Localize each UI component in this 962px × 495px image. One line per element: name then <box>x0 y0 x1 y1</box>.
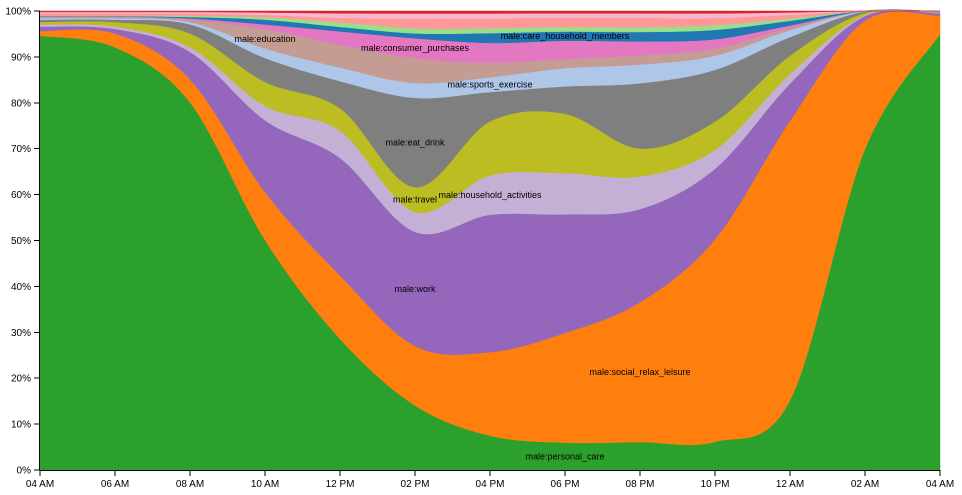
y-tick-label: 30% <box>11 328 31 339</box>
x-tick-label: 04 AM <box>926 479 954 490</box>
x-tick-label: 10 PM <box>701 479 730 490</box>
x-tick: 10 AM <box>251 470 279 490</box>
x-tick-label: 02 PM <box>401 479 430 490</box>
x-tick-label: 04 AM <box>26 479 54 490</box>
y-tick-label: 50% <box>11 236 31 247</box>
x-tick: 04 PM <box>476 470 505 490</box>
x-tick: 08 AM <box>176 470 204 490</box>
y-tick-label: 0% <box>17 466 32 477</box>
x-tick-label: 08 AM <box>176 479 204 490</box>
series-label: male:education <box>234 34 295 44</box>
y-tick: 30% <box>11 328 40 339</box>
y-tick-label: 60% <box>11 190 31 201</box>
y-tick: 40% <box>11 282 40 293</box>
y-tick-label: 10% <box>11 420 31 431</box>
x-tick-label: 10 AM <box>251 479 279 490</box>
series-area-13 <box>39 10 941 14</box>
y-axis: 0% 10% 20% 30% 40% 50% 60% 70% 80% 90% 100% <box>5 7 40 477</box>
y-tick-label: 100% <box>5 7 31 18</box>
x-tick-label: 12 AM <box>776 479 804 490</box>
y-tick-label: 20% <box>11 374 31 385</box>
y-tick: 80% <box>11 98 40 109</box>
x-tick: 06 PM <box>551 470 580 490</box>
x-tick-label: 02 AM <box>851 479 879 490</box>
series-label: male:travel <box>393 195 437 205</box>
x-tick: 12 PM <box>326 470 355 490</box>
y-tick: 90% <box>11 52 40 63</box>
x-tick-label: 08 PM <box>626 479 655 490</box>
series-label: male:household_activities <box>438 190 542 200</box>
y-tick-label: 40% <box>11 282 31 293</box>
y-tick: 100% <box>5 7 40 18</box>
y-tick: 20% <box>11 374 40 385</box>
series-areas <box>39 9 941 471</box>
x-tick: 02 AM <box>851 470 879 490</box>
x-tick: 06 AM <box>101 470 129 490</box>
x-tick: 08 PM <box>626 470 655 490</box>
y-tick: 0% <box>17 466 40 477</box>
series-label: male:consumer_purchases <box>361 43 470 53</box>
x-tick: 04 AM <box>926 470 954 490</box>
series-label: male:work <box>394 284 436 294</box>
x-axis: 04 AM 06 AM 08 AM 10 AM 12 PM 02 PM 04 PM 06 PM… <box>26 470 954 490</box>
y-tick: 60% <box>11 190 40 201</box>
x-tick: 04 AM <box>26 470 54 490</box>
y-tick-label: 80% <box>11 98 31 109</box>
x-tick-label: 06 AM <box>101 479 129 490</box>
series-label: male:care_household_members <box>501 31 630 41</box>
x-tick: 10 PM <box>701 470 730 490</box>
series-label: male:eat_drink <box>385 137 445 147</box>
x-tick-label: 04 PM <box>476 479 505 490</box>
x-tick: 12 AM <box>776 470 804 490</box>
x-tick-label: 12 PM <box>326 479 355 490</box>
y-tick-label: 70% <box>11 144 31 155</box>
y-tick: 10% <box>11 420 40 431</box>
y-tick: 70% <box>11 144 40 155</box>
x-tick: 02 PM <box>401 470 430 490</box>
series-labels: male:personal_care male:social_relax_leis… <box>234 31 690 461</box>
y-tick-label: 90% <box>11 52 31 63</box>
y-tick: 50% <box>11 236 40 247</box>
series-label: male:sports_exercise <box>447 80 532 90</box>
x-tick-label: 06 PM <box>551 479 580 490</box>
series-label: male:personal_care <box>525 451 604 461</box>
series-label: male:social_relax_leisure <box>589 367 690 377</box>
